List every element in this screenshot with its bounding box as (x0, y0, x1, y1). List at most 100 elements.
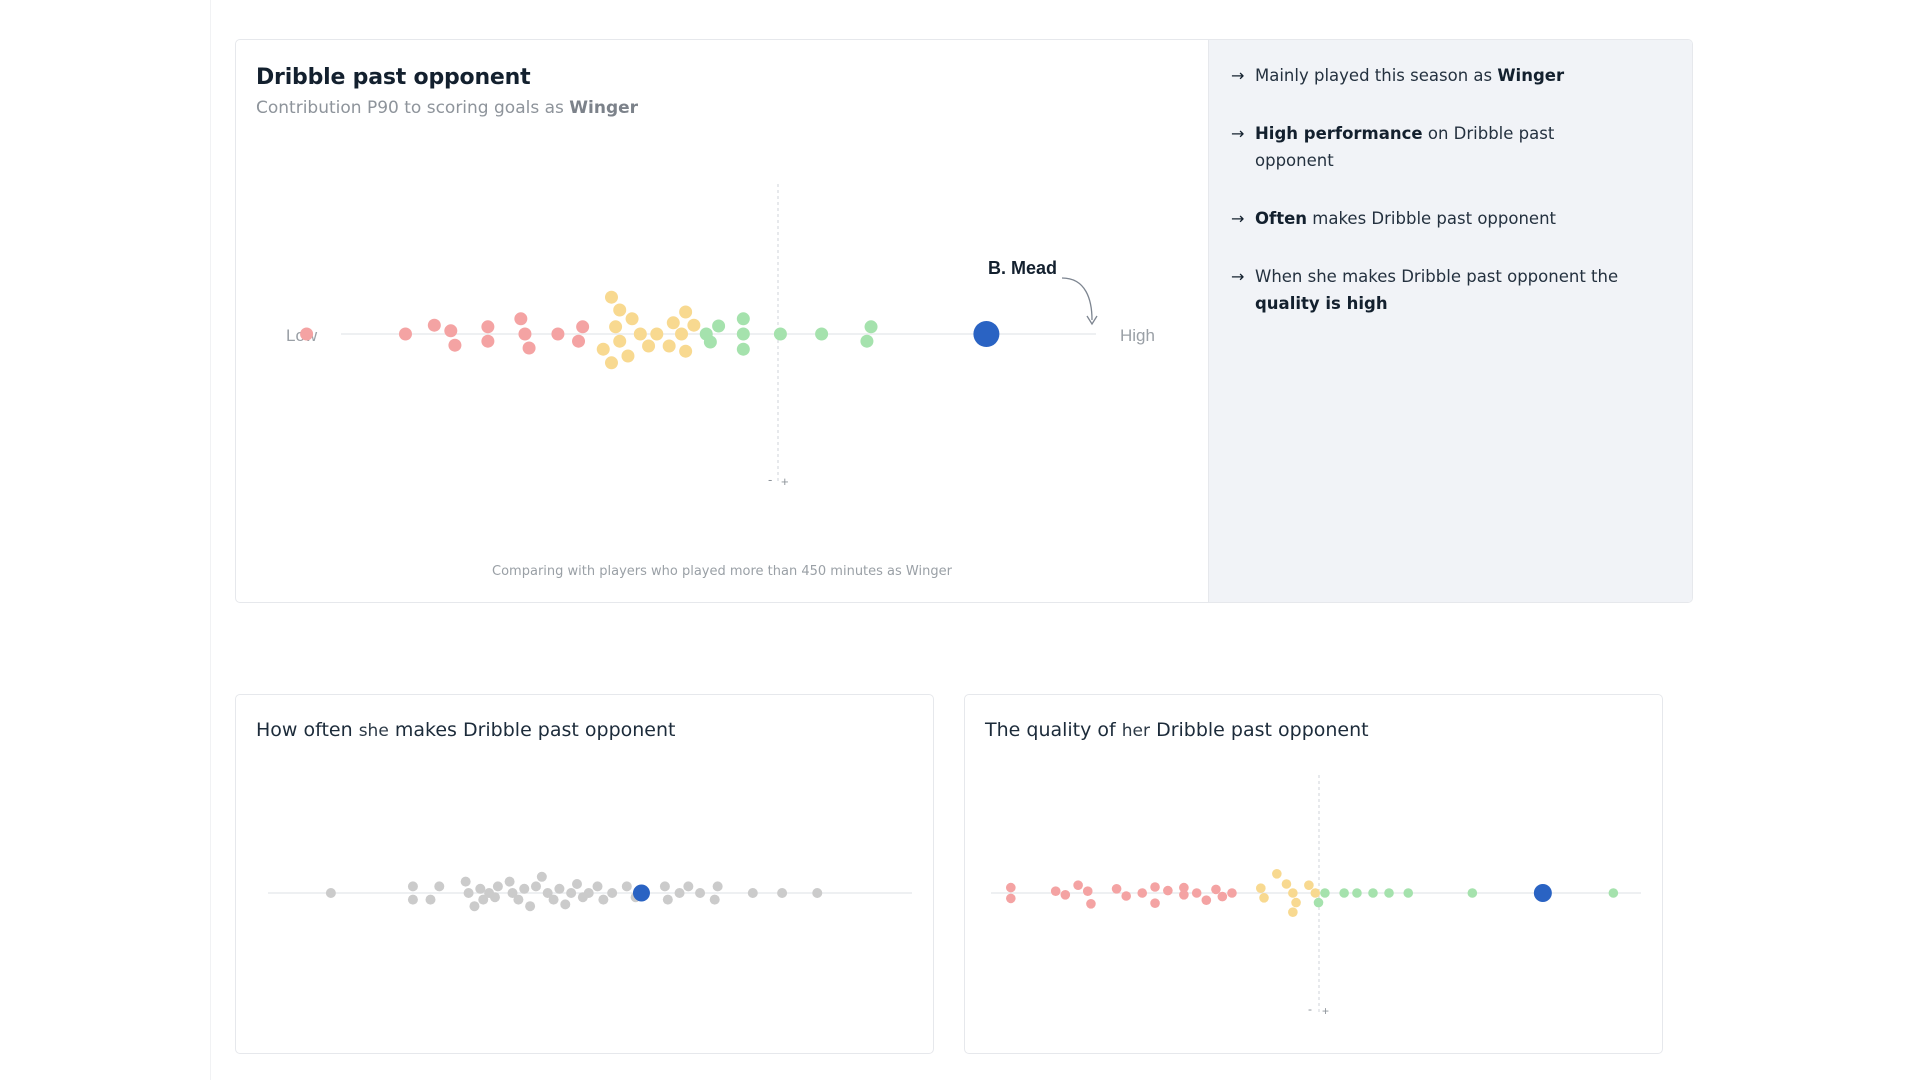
arrow-right-icon: → (1231, 209, 1245, 228)
frequency-point (525, 901, 536, 912)
frequency-point (425, 894, 436, 905)
main-point (650, 327, 664, 341)
quality-point (1403, 888, 1414, 898)
frequency-point (674, 888, 685, 898)
frequency-point (463, 888, 474, 898)
main-point (815, 327, 829, 341)
main-point (662, 339, 676, 353)
quality-point (1272, 869, 1282, 879)
main-point (712, 319, 726, 333)
arrow-right-icon: → (1231, 267, 1245, 286)
quality-point (1368, 888, 1378, 898)
frequency-point (777, 888, 788, 898)
main-chart-title: Dribble past opponent (256, 65, 531, 90)
frequency-point (434, 881, 445, 892)
frequency-point (513, 894, 524, 905)
insight-text: High performance on Dribble past opponen… (1255, 124, 1555, 170)
frequency-point (519, 883, 530, 894)
main-point (642, 339, 656, 353)
quality-point (1259, 893, 1269, 903)
frequency-point (475, 883, 486, 894)
main-highlight-point (973, 321, 1000, 347)
frequency-point (469, 901, 480, 912)
main-point (679, 344, 693, 358)
quality-point (1384, 888, 1394, 898)
insight-item: → When she makes Dribble past opponent t… (1231, 263, 1631, 317)
main-point (736, 327, 750, 341)
insight-text: Mainly played this season as Winger (1255, 66, 1565, 85)
frequency-point (566, 888, 577, 898)
page-left-edge (210, 0, 211, 1080)
frequency-point (662, 894, 673, 905)
main-point (736, 342, 750, 356)
quality-highlight-point (1533, 884, 1552, 902)
frequency-point (659, 881, 670, 892)
quality-card: The quality of her Dribble past opponent… (964, 694, 1663, 1054)
frequency-point (460, 876, 471, 887)
quality-point (1191, 888, 1202, 898)
quality-point (1006, 882, 1016, 893)
main-point (633, 327, 647, 341)
quality-point (1467, 888, 1478, 898)
main-point (864, 320, 878, 334)
main-point (604, 290, 618, 304)
main-point (514, 312, 528, 326)
main-point (621, 349, 635, 363)
quality-point (1150, 898, 1160, 908)
frequency-point (572, 879, 582, 889)
main-points-group (300, 290, 1000, 370)
main-point (613, 334, 627, 348)
quality-point (1304, 880, 1314, 890)
main-point (703, 335, 717, 349)
main-point (481, 320, 495, 334)
frequency-point (325, 888, 336, 898)
quality-point (1339, 888, 1349, 898)
quality-point (1310, 888, 1321, 898)
frequency-point (530, 881, 541, 892)
quality-point (1086, 899, 1096, 909)
quality-point (1227, 888, 1237, 898)
main-metric-card: Dribble past opponent Contribution P90 t… (235, 39, 1693, 603)
insight-item: → Often makes Dribble past opponent (1231, 205, 1631, 232)
main-point (613, 303, 627, 317)
insight-text: Often makes Dribble past opponent (1255, 209, 1556, 228)
arrow-right-icon: → (1231, 66, 1245, 85)
frequency-point (709, 894, 720, 905)
frequency-point (504, 876, 515, 887)
chart-footnote: Comparing with players who played more t… (492, 564, 952, 579)
quality-point (1179, 890, 1189, 900)
quality-point (1352, 888, 1362, 898)
main-point (666, 316, 680, 330)
frequency-chart-title: How often she makes Dribble past opponen… (256, 719, 676, 741)
quality-point (1291, 897, 1301, 908)
quality-point (1163, 885, 1173, 896)
quality-point (1111, 884, 1122, 894)
quality-point (1217, 891, 1228, 902)
main-point (551, 327, 565, 341)
main-point (576, 320, 590, 334)
frequency-point (607, 888, 618, 898)
main-point (604, 356, 618, 370)
subtitle-position: Winger (569, 98, 639, 118)
main-point (625, 312, 639, 326)
highlight-connector (1061, 277, 1093, 321)
quality-point (1073, 880, 1083, 890)
main-point (427, 318, 441, 332)
highlight-connector-arrowhead (1086, 315, 1098, 326)
arrow-right-icon: → (1231, 124, 1245, 143)
frequency-point (542, 888, 553, 898)
main-chart-subtitle: Contribution P90 to scoring goals as Win… (256, 98, 638, 118)
quality-point (1211, 884, 1221, 895)
quality-point (1082, 886, 1093, 896)
quality-point (1137, 888, 1148, 898)
quality-point (1313, 897, 1324, 908)
frequency-card: How often she makes Dribble past opponen… (235, 694, 934, 1054)
frequency-point (695, 888, 706, 898)
zero-minus-label: - (768, 472, 772, 487)
frequency-point (554, 883, 565, 894)
quality-zero-minus-label: - (1308, 1002, 1312, 1016)
main-point (736, 312, 750, 326)
main-point (448, 338, 462, 352)
quality-point (1201, 895, 1212, 905)
main-point (773, 327, 787, 341)
